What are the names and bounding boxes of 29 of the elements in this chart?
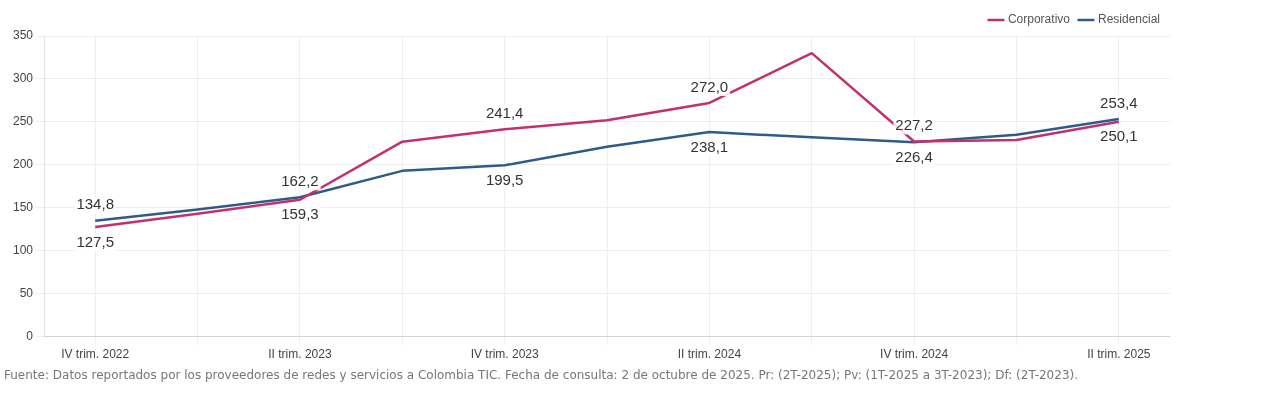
data-label: 250,1 <box>1100 127 1138 145</box>
data-label: 272,0 <box>690 77 729 95</box>
legend-label: Residencial <box>1097 12 1161 27</box>
x-tick-label: II trim. 2023 <box>268 347 332 362</box>
data-label: 159,3 <box>281 205 319 223</box>
y-tick-label: 150 <box>12 200 34 215</box>
data-label: 127,5 <box>76 232 114 250</box>
y-tick-label: 200 <box>12 157 34 172</box>
y-tick-label: 350 <box>12 28 34 43</box>
x-tick-label: IV trim. 2022 <box>61 347 130 362</box>
source-note: Fuente: Datos reportados por los proveedores de redes y servicios a Colombia TIC. Fecha de consulta: 2 de octubre de 2025. Pr: (2T-2025); Pv: (1T-2025 a 3T-2023); Df: (2T-2023). <box>4 367 1079 383</box>
data-label: 162,2 <box>281 171 319 189</box>
y-tick-label: 0 <box>26 328 34 343</box>
data-label: 238,1 <box>690 137 729 155</box>
y-tick-label: 300 <box>12 71 34 86</box>
x-tick-label: IV trim. 2024 <box>880 347 949 362</box>
data-label: 227,2 <box>895 116 933 134</box>
x-tick-label: II trim. 2025 <box>1087 347 1151 362</box>
data-label: 134,8 <box>76 195 114 213</box>
x-tick-label: II trim. 2024 <box>677 347 742 362</box>
y-tick-label: 250 <box>12 114 34 129</box>
data-label: 253,4 <box>1100 93 1138 111</box>
y-tick-label: 100 <box>12 243 34 258</box>
data-label: 226,4 <box>895 147 933 165</box>
legend-label: Corporativo <box>1007 12 1071 27</box>
data-label: 241,4 <box>485 103 524 121</box>
x-tick-label: IV trim. 2023 <box>470 347 539 362</box>
data-label: 199,5 <box>485 170 524 188</box>
y-tick-label: 50 <box>19 285 34 300</box>
